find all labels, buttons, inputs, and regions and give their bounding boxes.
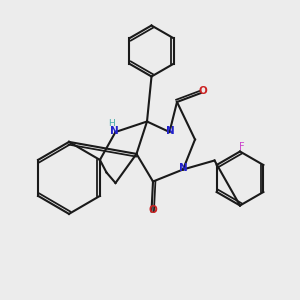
Text: N: N xyxy=(179,163,188,173)
Text: F: F xyxy=(239,142,244,152)
Text: N: N xyxy=(110,125,119,136)
Text: O: O xyxy=(198,86,207,97)
Text: N: N xyxy=(166,125,175,136)
Text: H: H xyxy=(109,118,115,127)
Text: O: O xyxy=(148,205,158,215)
